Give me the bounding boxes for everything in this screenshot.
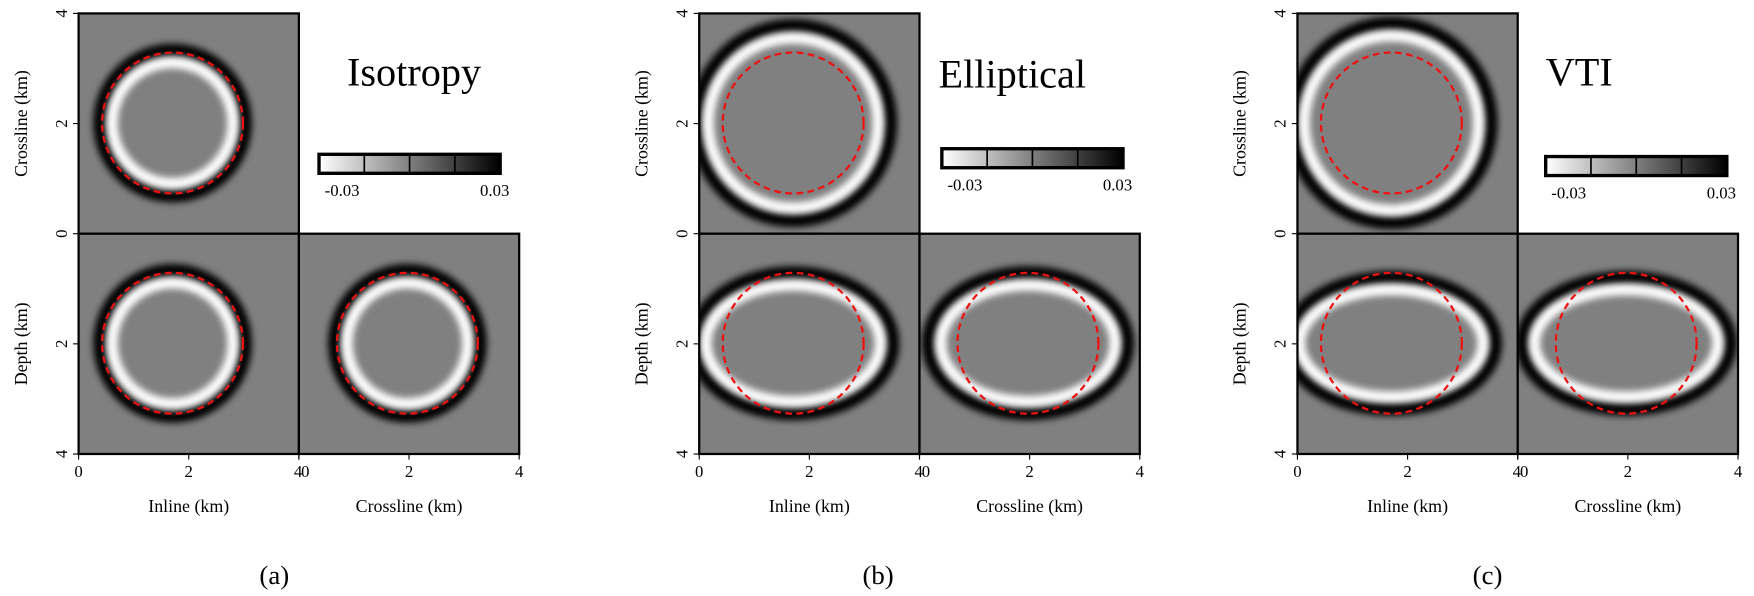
- x-tick-label: 0: [301, 462, 309, 481]
- wavefront-bright: [702, 32, 884, 214]
- y-axis-label: Depth (km): [631, 302, 652, 385]
- wavefront-dark: [327, 263, 487, 423]
- wavefront-bright: [700, 279, 886, 408]
- colorbar-tick-label: 0.03: [1707, 183, 1736, 202]
- x-tick-label: 4: [1513, 462, 1522, 481]
- wavefront-dark: [1297, 16, 1498, 230]
- y-tick-label: 2: [52, 340, 71, 348]
- wavefront-bright: [1528, 284, 1724, 403]
- colorbar-tick-label: -0.03: [947, 176, 982, 195]
- panel: 0 0 0 2 2 2 2 4 4 4 4 Crossline (km) Depth (km) Inlin…: [11, 9, 524, 591]
- panel: 0 0 0 2 2 2 2 4 4 4 4 Crossline (km) Depth (km) Inlin…: [631, 9, 1144, 591]
- panel-title: Isotropy: [347, 49, 481, 94]
- wavefront-dark: [93, 263, 252, 423]
- y-tick-label: 4: [672, 9, 691, 18]
- y-tick-label: 4: [52, 449, 71, 458]
- x-tick-label: 2: [1624, 462, 1632, 481]
- wavefront-dark: [921, 266, 1135, 421]
- wavefront-bright: [1297, 284, 1489, 403]
- x-tick-label: 0: [1520, 462, 1528, 481]
- wavefront-bright: [341, 277, 474, 410]
- y-tick-label: 4: [52, 9, 71, 18]
- x-tick-label: 4: [294, 462, 303, 481]
- y-tick-label: 2: [1271, 340, 1290, 348]
- y-tick-label: 0: [1271, 230, 1290, 238]
- y-axis-label: Depth (km): [11, 302, 32, 385]
- panel: 0 0 0 2 2 2 2 4 4 4 4 Crossline (km) Depth (km) Inlin…: [1230, 9, 1743, 591]
- y-axis-label: Crossline (km): [631, 70, 652, 177]
- x-axis-label: Crossline (km): [1574, 496, 1681, 517]
- x-tick-label: 0: [922, 462, 930, 481]
- plot-background: [1517, 233, 1739, 454]
- x-tick-label: 0: [1293, 462, 1301, 481]
- reference-circle: [1319, 51, 1463, 195]
- wavefield-plot: [699, 13, 920, 234]
- panel-label: (c): [1473, 560, 1503, 590]
- wavefield-plot: [1517, 233, 1739, 454]
- x-tick-label: 2: [185, 462, 193, 481]
- x-axis-label: Crossline (km): [976, 496, 1083, 517]
- colorbar-tick-label: -0.03: [1551, 183, 1586, 202]
- wavefront-dark: [1297, 270, 1503, 416]
- y-tick-label: 4: [1271, 9, 1290, 18]
- y-tick-label: 2: [672, 119, 691, 127]
- reference-circle: [100, 51, 245, 195]
- y-tick-label: 2: [52, 119, 71, 127]
- wavefield-plot: [919, 233, 1140, 454]
- wavefield-plot: [699, 233, 920, 454]
- wavefield-plot: [1297, 13, 1518, 234]
- y-tick-label: 0: [52, 230, 71, 238]
- reference-circle: [335, 271, 479, 415]
- x-axis-label: Inline (km): [148, 496, 229, 517]
- x-tick-label: 2: [1403, 462, 1411, 481]
- wavefront-dark: [1517, 270, 1737, 416]
- x-axis-label: Crossline (km): [356, 496, 463, 517]
- wavefront-bright: [935, 279, 1121, 408]
- wavefront-dark: [699, 266, 900, 421]
- y-tick-label: 0: [672, 230, 691, 238]
- y-axis-label: Depth (km): [1230, 302, 1251, 385]
- x-tick-label: 0: [695, 462, 703, 481]
- reference-circle: [1319, 271, 1463, 415]
- wavefield-plot: [1297, 233, 1518, 454]
- x-tick-label: 2: [1025, 462, 1033, 481]
- x-tick-label: 2: [805, 462, 813, 481]
- colorbar-tick-label: 0.03: [1103, 176, 1132, 195]
- x-axis-label: Inline (km): [1367, 496, 1448, 517]
- x-tick-label: 0: [74, 462, 82, 481]
- reference-circle: [721, 271, 865, 415]
- reference-circle: [956, 271, 1100, 415]
- reference-circle: [100, 271, 245, 415]
- y-tick-label: 4: [1271, 449, 1290, 458]
- wavefront-bright: [1298, 30, 1485, 216]
- x-tick-label: 4: [1734, 462, 1743, 481]
- y-tick-label: 4: [672, 449, 691, 458]
- colorbar-tick-label: 0.03: [480, 181, 509, 200]
- panel-label: (b): [862, 560, 893, 590]
- wavefront-dark: [93, 43, 252, 203]
- y-axis-label: Crossline (km): [1230, 70, 1251, 177]
- panel-label: (a): [259, 560, 289, 590]
- reference-circle: [1554, 271, 1698, 415]
- x-tick-label: 4: [1136, 462, 1145, 481]
- reference-circle: [721, 51, 865, 195]
- x-tick-label: 4: [515, 462, 524, 481]
- y-tick-label: 2: [1271, 119, 1290, 127]
- y-axis-label: Crossline (km): [11, 70, 32, 177]
- y-tick-label: 2: [672, 340, 691, 348]
- wavefront-bright: [106, 57, 239, 189]
- wavefront-bright: [106, 277, 239, 410]
- x-tick-label: 2: [405, 462, 413, 481]
- x-tick-label: 4: [914, 462, 923, 481]
- wavefield-plot: [78, 233, 299, 454]
- colorbar-tick-label: -0.03: [325, 181, 360, 200]
- wavefield-plot: [298, 233, 520, 454]
- x-axis-label: Inline (km): [769, 496, 850, 517]
- wavefield-plot: [78, 13, 299, 234]
- wavefront-dark: [699, 19, 898, 227]
- panel-title: Elliptical: [939, 52, 1087, 97]
- panel-title: VTI: [1546, 49, 1613, 94]
